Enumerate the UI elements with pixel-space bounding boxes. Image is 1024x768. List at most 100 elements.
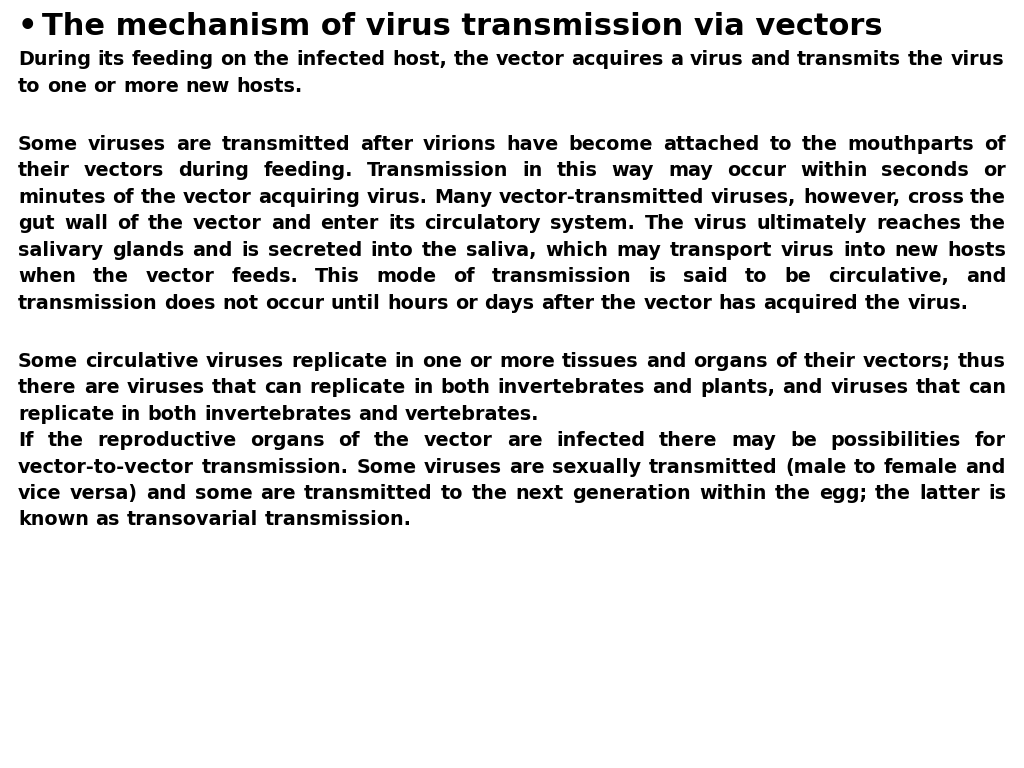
- Text: During: During: [18, 50, 91, 69]
- Text: the: the: [47, 431, 83, 450]
- Text: is: is: [242, 240, 259, 260]
- Text: and: and: [193, 240, 232, 260]
- Text: the: the: [907, 50, 944, 69]
- Text: acquiring: acquiring: [258, 187, 360, 207]
- Text: the: the: [774, 484, 811, 503]
- Text: both: both: [440, 378, 490, 397]
- Text: reproductive: reproductive: [97, 431, 237, 450]
- Text: to: to: [769, 135, 792, 154]
- Text: or: or: [469, 352, 492, 371]
- Text: of: of: [984, 135, 1006, 154]
- Text: cross: cross: [906, 187, 964, 207]
- Text: after: after: [541, 293, 594, 313]
- Text: not: not: [222, 293, 258, 313]
- Text: can: can: [968, 378, 1006, 397]
- Text: when: when: [18, 267, 76, 286]
- Text: and: and: [751, 50, 791, 69]
- Text: feeds.: feeds.: [231, 267, 298, 286]
- Text: into: into: [371, 240, 414, 260]
- Text: as: as: [95, 511, 120, 529]
- Text: their: their: [804, 352, 856, 371]
- Text: acquires: acquires: [571, 50, 664, 69]
- Text: acquired: acquired: [764, 293, 858, 313]
- Text: one: one: [47, 77, 87, 96]
- Text: be: be: [784, 267, 811, 286]
- Text: which: which: [545, 240, 608, 260]
- Text: infected: infected: [556, 431, 645, 450]
- Text: transmitted: transmitted: [304, 484, 433, 503]
- Text: the: the: [454, 50, 489, 69]
- Text: glands: glands: [112, 240, 183, 260]
- Text: thus: thus: [958, 352, 1006, 371]
- Text: virus.: virus.: [907, 293, 969, 313]
- Text: vector: vector: [424, 431, 493, 450]
- Text: the: the: [876, 484, 911, 503]
- Text: transport: transport: [670, 240, 772, 260]
- Text: of: of: [454, 267, 475, 286]
- Text: mode: mode: [377, 267, 436, 286]
- Text: versa): versa): [70, 484, 137, 503]
- Text: hours: hours: [387, 293, 449, 313]
- Text: the: the: [93, 267, 129, 286]
- Text: vectors;: vectors;: [863, 352, 951, 371]
- Text: into: into: [843, 240, 886, 260]
- Text: have: have: [507, 135, 559, 154]
- Text: female: female: [884, 458, 958, 476]
- Text: vector: vector: [193, 214, 262, 233]
- Text: virions: virions: [423, 135, 497, 154]
- Text: ultimately: ultimately: [757, 214, 867, 233]
- Text: Some: Some: [18, 135, 78, 154]
- Text: Transmission: Transmission: [367, 161, 508, 180]
- Text: wall: wall: [63, 214, 108, 233]
- Text: •: •: [18, 12, 38, 41]
- Text: and: and: [358, 405, 398, 424]
- Text: however,: however,: [803, 187, 900, 207]
- Text: mouthparts: mouthparts: [848, 135, 975, 154]
- Text: viruses: viruses: [830, 378, 908, 397]
- Text: in: in: [394, 352, 415, 371]
- Text: reaches: reaches: [877, 214, 961, 233]
- Text: is: is: [648, 267, 667, 286]
- Text: there: there: [659, 431, 718, 450]
- Text: days: days: [484, 293, 535, 313]
- Text: within: within: [699, 484, 766, 503]
- Text: or: or: [93, 77, 117, 96]
- Text: the: the: [140, 187, 176, 207]
- Text: generation: generation: [572, 484, 691, 503]
- Text: of: of: [339, 431, 360, 450]
- Text: the: the: [802, 135, 838, 154]
- Text: occur: occur: [727, 161, 786, 180]
- Text: are: are: [260, 484, 296, 503]
- Text: viruses: viruses: [88, 135, 166, 154]
- Text: in: in: [413, 378, 433, 397]
- Text: replicate: replicate: [18, 405, 114, 424]
- Text: The mechanism of virus transmission via vectors: The mechanism of virus transmission via …: [42, 12, 882, 41]
- Text: next: next: [516, 484, 564, 503]
- Text: are: are: [84, 378, 119, 397]
- Text: transmission: transmission: [492, 267, 632, 286]
- Text: and: and: [966, 267, 1006, 286]
- Text: or: or: [983, 161, 1006, 180]
- Text: their: their: [18, 161, 70, 180]
- Text: saliva,: saliva,: [466, 240, 537, 260]
- Text: one: one: [422, 352, 462, 371]
- Text: the: the: [472, 484, 508, 503]
- Text: vector: vector: [496, 50, 565, 69]
- Text: may: may: [731, 431, 776, 450]
- Text: (male: (male: [785, 458, 847, 476]
- Text: vectors: vectors: [84, 161, 164, 180]
- Text: transmits: transmits: [797, 50, 901, 69]
- Text: vector: vector: [643, 293, 713, 313]
- Text: enter: enter: [321, 214, 379, 233]
- Text: infected: infected: [296, 50, 385, 69]
- Text: transmission.: transmission.: [202, 458, 348, 476]
- Text: be: be: [791, 431, 817, 450]
- Text: can: can: [264, 378, 302, 397]
- Text: virus: virus: [690, 50, 743, 69]
- Text: transmitted: transmitted: [221, 135, 350, 154]
- Text: and: and: [966, 458, 1006, 476]
- Text: hosts.: hosts.: [237, 77, 302, 96]
- Text: for: for: [975, 431, 1006, 450]
- Text: its: its: [388, 214, 416, 233]
- Text: attached: attached: [664, 135, 760, 154]
